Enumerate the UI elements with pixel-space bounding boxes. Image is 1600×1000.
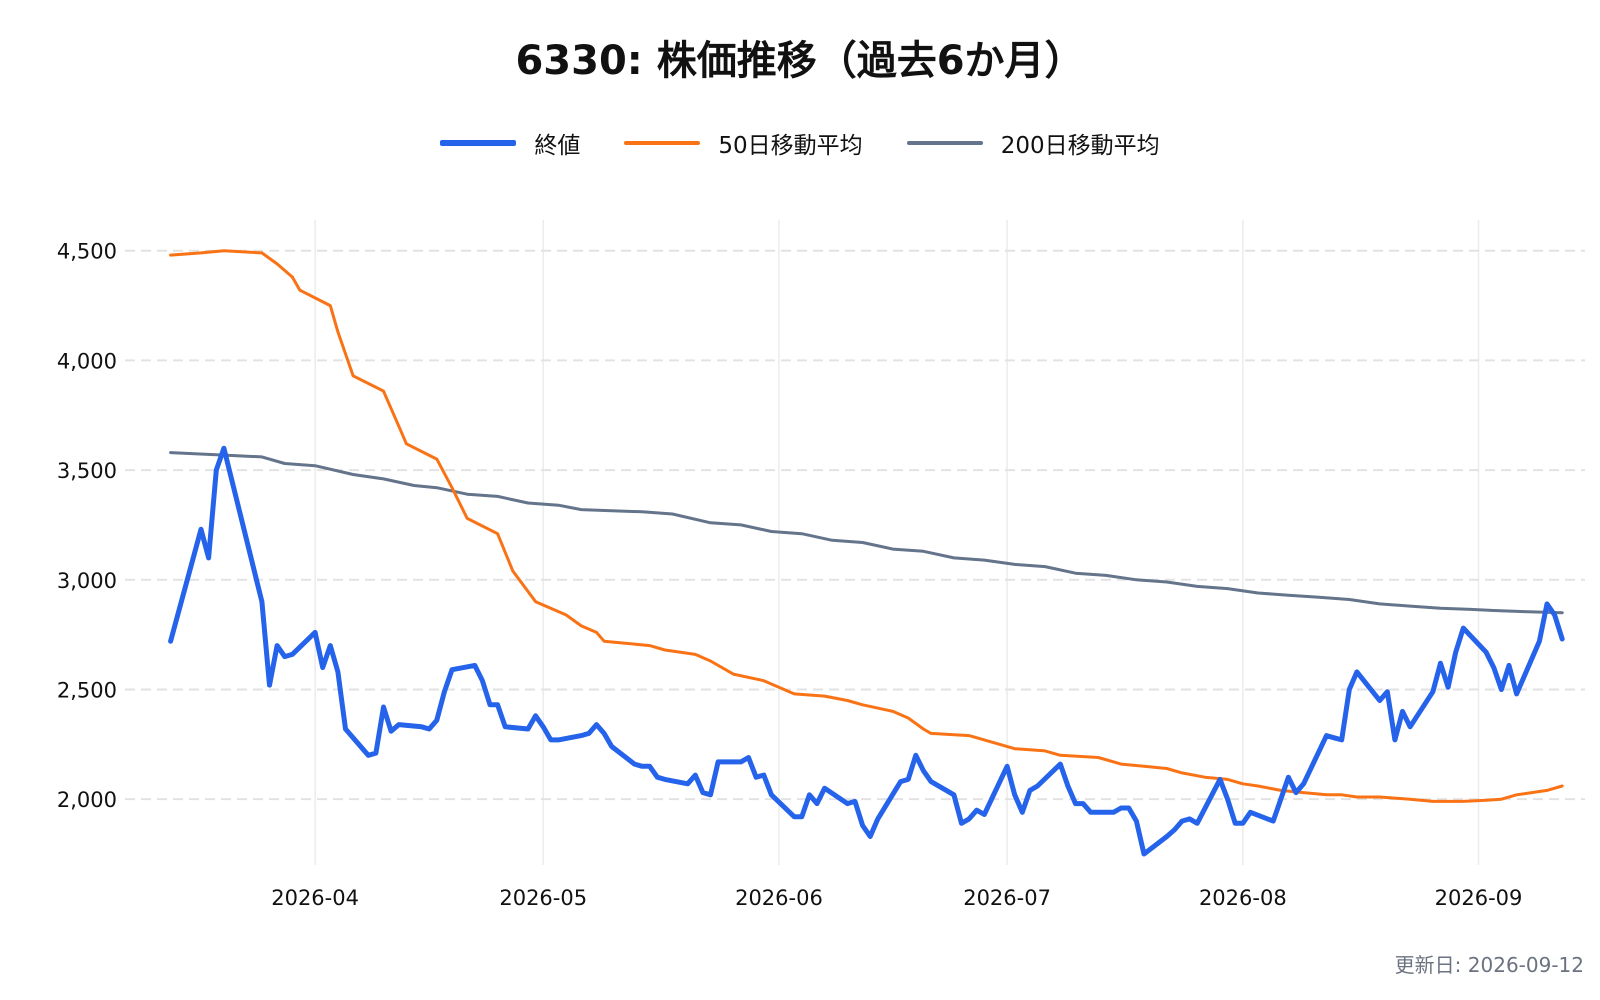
- ma50-line: [169, 249, 1564, 803]
- y-tick-label: 3,500: [57, 459, 117, 483]
- chart-title: 6330: 株価推移（過去6か月）: [515, 38, 1085, 84]
- x-tick-label: 2026-08: [1199, 886, 1287, 910]
- x-tick-label: 2026-07: [963, 886, 1051, 910]
- legend-swatch: [440, 140, 517, 146]
- legend-item: 50日移動平均: [624, 126, 863, 160]
- legend: 終値 50日移動平均 200日移動平均: [0, 126, 1600, 160]
- legend-label: 200日移動平均: [1000, 133, 1160, 159]
- legend-label: 終値: [534, 133, 581, 159]
- x-tick-label: 2026-06: [735, 886, 823, 910]
- y-tick-label: 3,000: [57, 569, 117, 593]
- y-tick-label: 2,000: [57, 788, 117, 812]
- x-tick-label: 2026-09: [1435, 886, 1523, 910]
- legend-label: 50日移動平均: [718, 133, 863, 159]
- y-tick-label: 2,500: [57, 678, 117, 702]
- legend-swatch: [624, 141, 701, 145]
- y-tick-label: 4,500: [57, 240, 117, 264]
- legend-item: 200日移動平均: [906, 126, 1160, 160]
- legend-swatch: [906, 141, 983, 145]
- close-price-line: [168, 445, 1565, 857]
- x-tick-label: 2026-04: [271, 886, 359, 910]
- updated-date-label: 更新日: 2026-09-12: [1394, 953, 1584, 977]
- ma200-line: [169, 451, 1564, 615]
- y-tick-label: 4,000: [57, 349, 117, 373]
- legend-item: 終値: [440, 126, 580, 160]
- x-tick-label: 2026-05: [499, 886, 587, 910]
